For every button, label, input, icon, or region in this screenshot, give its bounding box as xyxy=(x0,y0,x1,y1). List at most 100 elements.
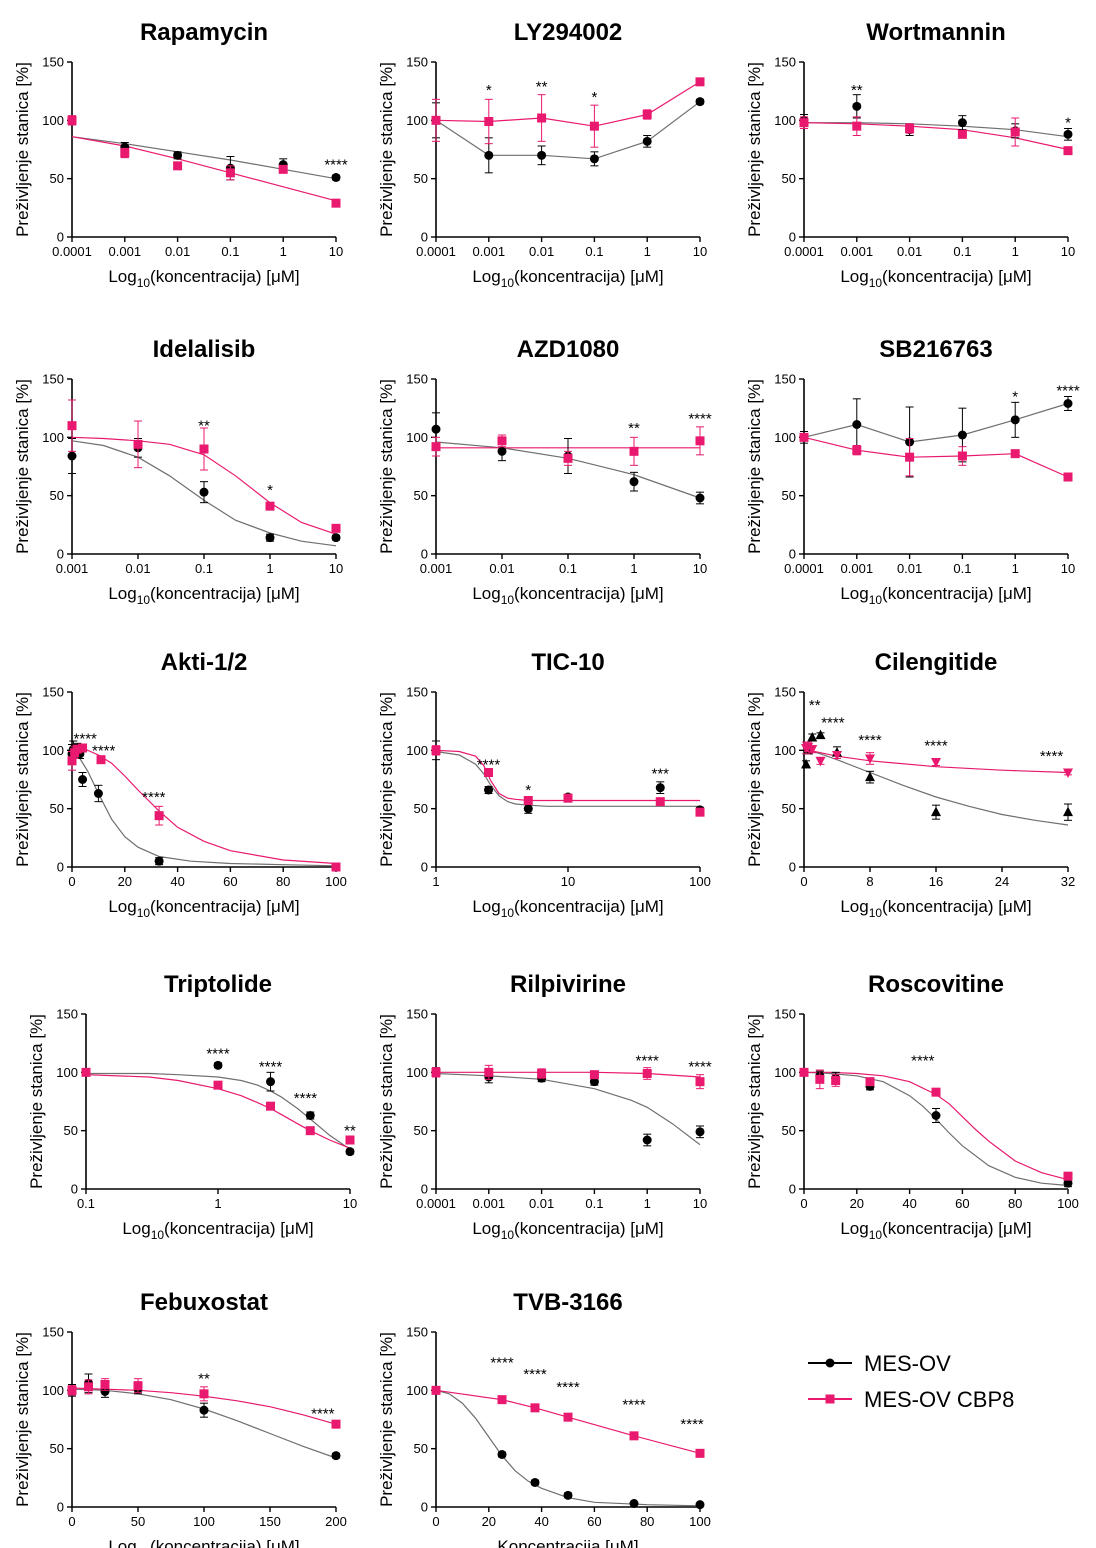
x-axis-label-main: Log xyxy=(840,1219,868,1238)
y-tick-label: 150 xyxy=(406,685,428,700)
y-tick-label: 50 xyxy=(414,1441,428,1456)
mes-ov-cbp8-data-point xyxy=(72,744,82,754)
mes-ov-cbp8-data-point xyxy=(100,1380,110,1389)
y-tick-label: 0 xyxy=(421,1182,428,1197)
x-axis-label-main: Log xyxy=(472,584,500,603)
x-tick-label: 100 xyxy=(689,874,711,889)
y-axis-label: Preživljenje stanica [%] xyxy=(13,692,32,867)
mes-ov-cbp8-data-point xyxy=(225,168,235,178)
significance-label: **** xyxy=(74,731,98,748)
x-tick-label: 0.01 xyxy=(529,244,554,259)
mes-ov-fit-curve xyxy=(71,749,337,867)
mes-ov-cbp8-data-point xyxy=(497,436,507,446)
mes-ov-cbp8-data-point xyxy=(865,754,875,764)
x-tick-label: 10 xyxy=(693,561,707,576)
mes-ov-data-point xyxy=(345,1147,355,1157)
y-tick-label: 0 xyxy=(421,230,428,245)
mes-ov-cbp8-data-point xyxy=(530,1403,540,1413)
mes-ov-data-point xyxy=(484,150,494,160)
chart-title: TIC-10 xyxy=(531,649,604,676)
x-tick-label: 0.1 xyxy=(585,1196,603,1211)
mes-ov-cbp8-data-point xyxy=(431,442,441,452)
x-axis-label-main: Log xyxy=(840,584,868,603)
significance-label: **** xyxy=(924,738,948,755)
significance-label: * xyxy=(267,482,273,499)
x-tick-label: 20 xyxy=(482,1514,496,1529)
x-tick-label: 100 xyxy=(325,874,347,889)
legend-label: MES-OV xyxy=(864,1351,951,1376)
mes-ov-data-point xyxy=(852,101,862,111)
chart-panel-rapamycin: Rapamycin 0 50 100 150 0.0001 0.001 0.01 0.1 1 10 P… xyxy=(13,19,348,290)
mes-ov-cbp8-data-point xyxy=(331,1419,341,1429)
mes-ov-cbp8-data-point xyxy=(1063,146,1073,156)
x-tick-label: 24 xyxy=(995,874,1009,889)
x-tick-label: 0.01 xyxy=(897,244,922,259)
mes-ov-data-point xyxy=(931,1111,941,1120)
mes-ov-cbp8-data-point xyxy=(67,115,77,125)
mes-ov-data-point xyxy=(695,1500,705,1510)
x-tick-label: 10 xyxy=(561,874,575,889)
mes-ov-cbp8-data-point xyxy=(1063,472,1073,482)
mes-ov-cbp8-fit-curve xyxy=(436,1071,701,1078)
y-tick-label: 100 xyxy=(56,1065,78,1080)
significance-label: **** xyxy=(142,789,166,806)
x-axis-label-rest: (koncentracija) [μM] xyxy=(882,1219,1032,1238)
mes-ov-cbp8-data-point xyxy=(629,1431,639,1441)
mes-ov-cbp8-data-point xyxy=(81,1067,91,1077)
mes-ov-cbp8-data-point xyxy=(305,1126,315,1136)
mes-ov-cbp8-data-point xyxy=(431,1067,441,1077)
y-tick-label: 0 xyxy=(421,1500,428,1515)
y-tick-label: 100 xyxy=(406,113,428,128)
legend-marker-square xyxy=(825,1394,835,1404)
x-axis-label-main: Log xyxy=(472,267,500,286)
y-tick-label: 0 xyxy=(57,1500,64,1515)
mes-ov-cbp8-data-point xyxy=(537,113,547,123)
x-tick-label: 10 xyxy=(693,244,707,259)
mes-ov-cbp8-data-point xyxy=(905,124,915,133)
significance-label: **** xyxy=(636,1053,660,1070)
chart-title: TVB-3166 xyxy=(513,1289,622,1316)
significance-label: **** xyxy=(92,742,116,759)
x-tick-label: 0.01 xyxy=(897,561,922,576)
significance-label: **** xyxy=(1056,383,1080,400)
mes-ov-cbp8-data-point xyxy=(523,796,533,805)
y-tick-label: 100 xyxy=(774,113,796,128)
chart-panel-sb216763: SB216763 0 50 100 150 0.0001 0.001 0.01 0.1 1 10 Pr… xyxy=(745,336,1080,607)
x-tick-label: 200 xyxy=(325,1514,347,1529)
significance-label: **** xyxy=(821,714,845,731)
x-axis-label: Log10(koncentracija) [μM] xyxy=(472,584,663,607)
y-tick-label: 150 xyxy=(42,1325,64,1340)
x-axis-label: Log10(koncentracija) [μM] xyxy=(472,897,663,920)
x-axis-label-rest: (koncentracija) [μM] xyxy=(882,584,1032,603)
x-axis-label-rest: (koncentracija) [μM] xyxy=(514,897,664,916)
mes-ov-cbp8-data-point xyxy=(265,501,275,511)
significance-label: * xyxy=(525,782,531,799)
y-tick-label: 100 xyxy=(774,743,796,758)
y-tick-label: 50 xyxy=(782,171,796,186)
x-axis-label-subscript: 10 xyxy=(869,593,883,607)
x-tick-label: 0.01 xyxy=(165,244,190,259)
x-tick-label: 40 xyxy=(170,874,184,889)
mes-ov-cbp8-data-point xyxy=(815,756,826,767)
chart-panel-triptolide: Triptolide 0 50 100 150 0.1 1 10 Preživljenje st… xyxy=(27,971,357,1242)
x-tick-label: 0.001 xyxy=(473,244,506,259)
y-axis-label: Preživljenje stanica [%] xyxy=(377,1332,396,1507)
mes-ov-cbp8-data-point xyxy=(331,862,341,872)
x-tick-label: 0.0001 xyxy=(52,244,92,259)
mes-ov-cbp8-data-point xyxy=(589,1070,599,1080)
mes-ov-cbp8-data-point xyxy=(629,446,639,456)
y-tick-label: 100 xyxy=(774,1065,796,1080)
significance-label: **** xyxy=(477,756,501,773)
y-tick-label: 100 xyxy=(406,430,428,445)
y-tick-label: 150 xyxy=(774,685,796,700)
mes-ov-cbp8-data-point xyxy=(484,117,494,126)
chart-panel-ly294002: LY294002 0 50 100 150 0.0001 0.001 0.01 0.1 1 10 Pr… xyxy=(377,19,707,290)
x-tick-label: 1 xyxy=(214,1196,221,1211)
x-tick-label: 10 xyxy=(343,1196,357,1211)
x-tick-label: 32 xyxy=(1061,874,1075,889)
x-axis-label-rest: (koncentracija) [μM] xyxy=(150,267,300,286)
x-axis-label: Log10(koncentracija) [μM] xyxy=(472,267,663,290)
y-tick-label: 50 xyxy=(64,1123,78,1138)
y-tick-label: 0 xyxy=(789,230,796,245)
